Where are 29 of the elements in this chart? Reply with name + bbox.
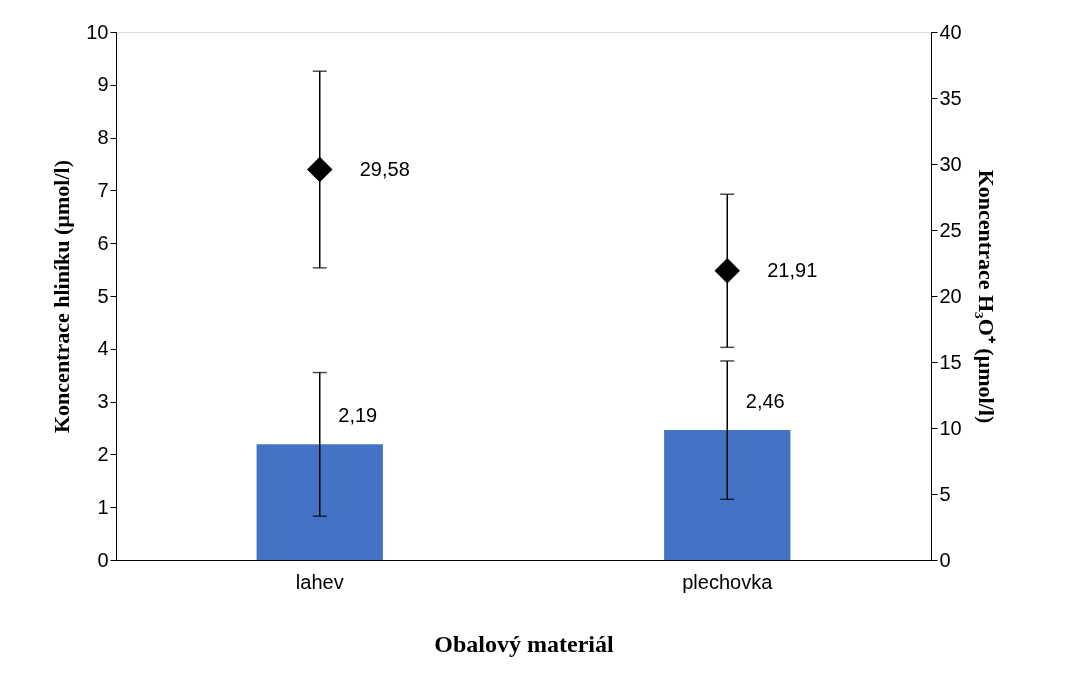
data-label: 21,91 — [767, 258, 818, 281]
y2-tick-label: 20 — [939, 284, 962, 307]
x-axis-title: Obalový materiál — [434, 630, 614, 657]
y-tick-label: 0 — [97, 548, 109, 571]
data-label: 2,46 — [745, 390, 785, 413]
y2-tick-label: 30 — [939, 152, 962, 175]
x-tick-label: lahev — [295, 570, 344, 593]
data-label: 2,19 — [338, 404, 378, 427]
y-tick-label: 9 — [97, 73, 109, 96]
y2-tick-label: 40 — [939, 20, 962, 43]
y2-axis-title: Koncentrace H₃O⁺ (µmol/l) — [973, 169, 999, 424]
y2-tick-label: 10 — [939, 416, 962, 439]
data-label: 29,58 — [359, 157, 410, 180]
y2-tick-label: 0 — [939, 548, 951, 571]
y2-tick-label: 25 — [939, 218, 962, 241]
x-tick-label: plechovka — [682, 570, 774, 593]
y-tick-label: 10 — [86, 20, 109, 43]
y-tick-label: 4 — [97, 337, 109, 360]
y-tick-label: 3 — [97, 390, 109, 413]
y2-tick-label: 35 — [939, 86, 962, 109]
y-tick-label: 6 — [97, 231, 109, 254]
y2-tick-label: 5 — [939, 482, 951, 505]
y-tick-label: 8 — [97, 126, 109, 149]
y2-tick-label: 15 — [939, 350, 962, 373]
y-tick-label: 1 — [97, 495, 109, 518]
y-tick-label: 5 — [97, 284, 109, 307]
y-axis-title: Koncentrace hliníku (µmol/l) — [49, 159, 75, 434]
y-tick-label: 2 — [97, 442, 109, 465]
y-tick-label: 7 — [97, 178, 109, 201]
